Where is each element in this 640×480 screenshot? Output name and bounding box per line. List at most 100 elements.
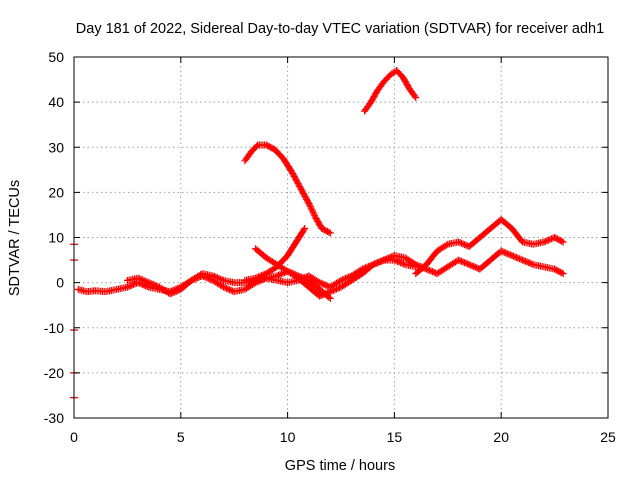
data-point (226, 286, 234, 294)
data-point (218, 282, 226, 290)
data-point (339, 276, 347, 284)
data-point (293, 271, 301, 279)
data-point (136, 275, 144, 283)
data-point (505, 250, 513, 258)
data-point (317, 279, 325, 287)
series-track-b (123, 247, 567, 300)
data-point (395, 258, 403, 266)
x-tick-label: 25 (600, 429, 616, 445)
axis-ticks: 0 5 10 15 20 25 -30 -20 -10 0 10 20 30 40 50 (44, 49, 616, 445)
data-point (287, 269, 295, 277)
data-point (273, 272, 281, 280)
data-point (522, 257, 530, 265)
y-tick-label: 10 (48, 230, 64, 246)
data-point (540, 238, 548, 246)
data-point (502, 249, 510, 257)
data-point (319, 280, 327, 288)
data-point (329, 286, 337, 294)
data-point (288, 269, 296, 277)
data-point (380, 256, 388, 264)
data-point (218, 276, 226, 284)
data-point (168, 289, 176, 297)
data-point (508, 252, 516, 260)
data-point (148, 280, 156, 288)
data-point (320, 281, 328, 289)
y-tick-label: 20 (48, 184, 64, 200)
data-point (526, 259, 534, 267)
data-point (326, 294, 334, 302)
data-point (464, 260, 472, 268)
data-point (325, 228, 333, 236)
data-point (424, 266, 432, 274)
data-point (544, 236, 552, 244)
data-point (149, 281, 157, 289)
x-tick-label: 10 (280, 429, 296, 445)
data-point (458, 257, 466, 265)
series-track-g (360, 67, 420, 115)
data-point (410, 260, 418, 268)
data-point (335, 277, 343, 285)
data-points (70, 67, 567, 399)
data-point (209, 272, 217, 280)
data-point (220, 283, 228, 291)
data-point (306, 203, 314, 211)
data-point (398, 259, 406, 267)
data-point (334, 284, 342, 292)
data-point (308, 206, 316, 214)
data-point (151, 281, 159, 289)
data-point (512, 253, 520, 261)
y-tick-label: -30 (44, 410, 64, 426)
data-point (137, 275, 145, 283)
data-point (252, 274, 260, 282)
data-point (381, 255, 389, 263)
data-point (375, 258, 383, 266)
data-point (294, 272, 302, 280)
data-point (305, 200, 313, 208)
data-point (300, 226, 308, 234)
data-point (331, 286, 339, 294)
data-point (459, 240, 467, 248)
data-point (456, 239, 464, 247)
data-point (506, 251, 514, 259)
data-point (276, 271, 284, 279)
data-point (134, 274, 142, 282)
data-point (471, 263, 479, 271)
data-point (171, 288, 179, 296)
data-point (174, 287, 182, 295)
y-tick-label: -10 (44, 320, 64, 336)
data-point (309, 209, 317, 217)
data-point (326, 288, 334, 296)
data-point (255, 273, 263, 281)
data-point (227, 286, 235, 294)
data-point (139, 276, 147, 284)
chart-title: Day 181 of 2022, Sidereal Day-to-day VTE… (76, 21, 604, 37)
data-point (517, 255, 525, 263)
data-point (140, 277, 148, 285)
y-tick-label: -20 (44, 365, 64, 381)
data-point (322, 281, 330, 289)
data-point (497, 247, 505, 255)
data-point (462, 259, 470, 267)
data-point (212, 273, 220, 281)
data-point (213, 274, 221, 282)
data-point (332, 285, 340, 293)
data-point (335, 284, 343, 292)
data-point (223, 284, 231, 292)
data-point (516, 255, 524, 263)
data-point (425, 266, 433, 274)
data-point (307, 204, 315, 212)
data-point (301, 224, 309, 232)
data-point (459, 258, 467, 266)
data-point (328, 287, 336, 295)
y-tick-label: 30 (48, 139, 64, 155)
data-point (145, 279, 153, 287)
data-point (372, 259, 380, 267)
data-point (411, 92, 419, 100)
data-point (470, 263, 478, 271)
data-point (525, 259, 533, 267)
data-point (316, 279, 324, 287)
series-track-e (252, 245, 334, 302)
data-point (378, 257, 386, 265)
data-point (514, 254, 522, 262)
data-point (261, 270, 269, 278)
